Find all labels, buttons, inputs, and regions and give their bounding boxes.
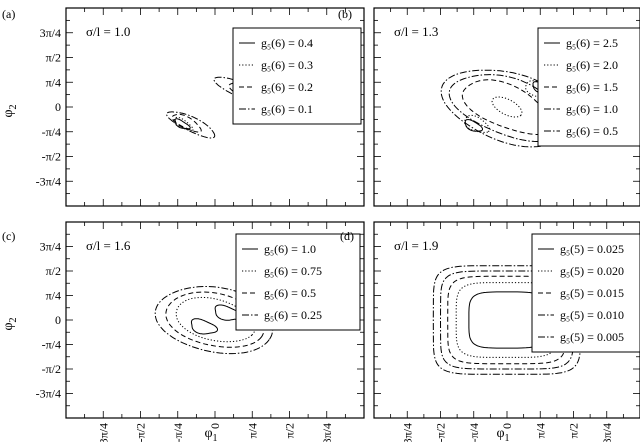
- panel-label: (c): [2, 229, 15, 243]
- x-tick-label: 3π/4: [320, 423, 334, 442]
- x-tick-label: 3π/4: [600, 423, 614, 442]
- x-tick-label: -3π/4: [96, 423, 110, 442]
- sigma-annotation: σ/l = 1.3: [394, 24, 438, 39]
- legend-entry: g₅(6) = 0.4: [261, 36, 313, 50]
- x-tick-label: π/4: [245, 423, 259, 438]
- y-tick-label: -π/2: [42, 362, 61, 376]
- contour-dashed: [165, 291, 265, 348]
- contour-dotted: [173, 116, 194, 131]
- panel-a: 3π/4 π/2 π/4 0 -π/4 -π/2 -3π/4 φ2 (a) σ/l = 1.0 g₅…: [1, 7, 365, 207]
- contour-dashed: [171, 113, 202, 133]
- panel-d: -3π/4 -π/2 -π/4 0 π/4 π/2 3π/4φ1(d)σ/l = 1.9 g₅…: [340, 221, 640, 442]
- x-tick-label: -π/2: [434, 423, 448, 442]
- legend-entry: g₅(5) = 0.005: [560, 330, 624, 344]
- contour-dotted: [464, 114, 491, 133]
- y-tick-label: -π/4: [42, 125, 61, 139]
- legend-entry: g₅(5) = 0.010: [560, 308, 624, 322]
- legend-entry: g₅(5) = 0.025: [560, 242, 624, 256]
- legend-entry: g₅(6) = 1.0: [566, 102, 618, 116]
- legend-entry: g₅(6) = 0.3: [261, 58, 313, 72]
- contour-dotted: [491, 96, 523, 118]
- y-tick-label: -π/4: [42, 338, 61, 352]
- y-tick-label: 3π/4: [40, 26, 61, 40]
- x-tick-label: 0: [208, 423, 222, 429]
- y-tick-label: 0: [55, 100, 61, 114]
- legend-entry: g₅(6) = 0.5: [264, 286, 316, 300]
- contour-solid: [190, 318, 218, 335]
- legend-entry: g₅(6) = 1.5: [566, 80, 618, 94]
- x-tick-label: π/2: [283, 423, 297, 438]
- legend-entry: g₅(6) = 0.2: [261, 80, 313, 94]
- legend-entry: g₅(5) = 0.015: [560, 286, 624, 300]
- x-tick-label: -π/4: [467, 423, 481, 442]
- contour-dashed: [447, 275, 567, 365]
- x-tick-label: -π/2: [134, 423, 148, 442]
- x-tick-label: 0: [500, 423, 514, 429]
- y-axis-label: φ2: [1, 104, 19, 117]
- panel-label: (b): [338, 7, 352, 21]
- sigma-annotation: σ/l = 1.9: [394, 238, 438, 253]
- panel-label: (d): [340, 229, 354, 243]
- y-tick-label: -π/2: [42, 150, 61, 164]
- contour-dashed: [461, 79, 553, 135]
- contour-dashdot: [166, 111, 216, 139]
- legend-entry: g₅(6) = 0.1: [261, 102, 313, 116]
- y-tick-label: 0: [55, 313, 61, 327]
- legend-entry: g₅(6) = 2.0: [566, 58, 618, 72]
- y-tick-label: π/2: [46, 264, 61, 278]
- x-tick-label: -π/4: [171, 423, 185, 442]
- sigma-annotation: σ/l = 1.6: [86, 238, 131, 253]
- x-tick-label: π/4: [533, 423, 547, 438]
- legend-entry: g₅(6) = 0.75: [264, 264, 322, 278]
- panel-c: 3π/4 π/2 π/4 0 -π/4 -π/2 -3π/4 -3π/4 -π/2 -π/4 0 π/…: [1, 221, 365, 442]
- legend-entry: g₅(6) = 2.5: [566, 36, 618, 50]
- y-tick-label: π/2: [46, 51, 61, 65]
- x-tick-label: -3π/4: [400, 423, 414, 442]
- y-tick-label: π/4: [46, 289, 61, 303]
- legend: [235, 233, 361, 331]
- y-tick-label: 3π/4: [40, 240, 61, 254]
- legend: [232, 27, 362, 125]
- y-tick-label: π/4: [46, 75, 61, 89]
- contour-dashdot: [432, 265, 582, 375]
- legend-entry: g₅(5) = 0.020: [560, 264, 624, 278]
- contour-solid: [174, 118, 191, 130]
- legend-entry: g₅(6) = 0.25: [264, 308, 322, 322]
- contour-dashdot: [154, 286, 274, 355]
- panel-label: (a): [2, 7, 15, 21]
- legend-entry: g₅(6) = 0.5: [566, 124, 618, 138]
- panel-b: (b) σ/l = 1.3 g₅(6) = 2.5 g₅(6) = 2.0 g₅(6) …: [338, 7, 640, 207]
- y-axis-label: φ2: [1, 317, 19, 330]
- x-tick-label: π/2: [567, 423, 581, 438]
- legend-entry: g₅(6) = 1.0: [264, 242, 316, 256]
- y-tick-label: -3π/4: [36, 174, 61, 188]
- y-tick-label: -3π/4: [36, 387, 61, 401]
- sigma-annotation: σ/l = 1.0: [86, 24, 130, 39]
